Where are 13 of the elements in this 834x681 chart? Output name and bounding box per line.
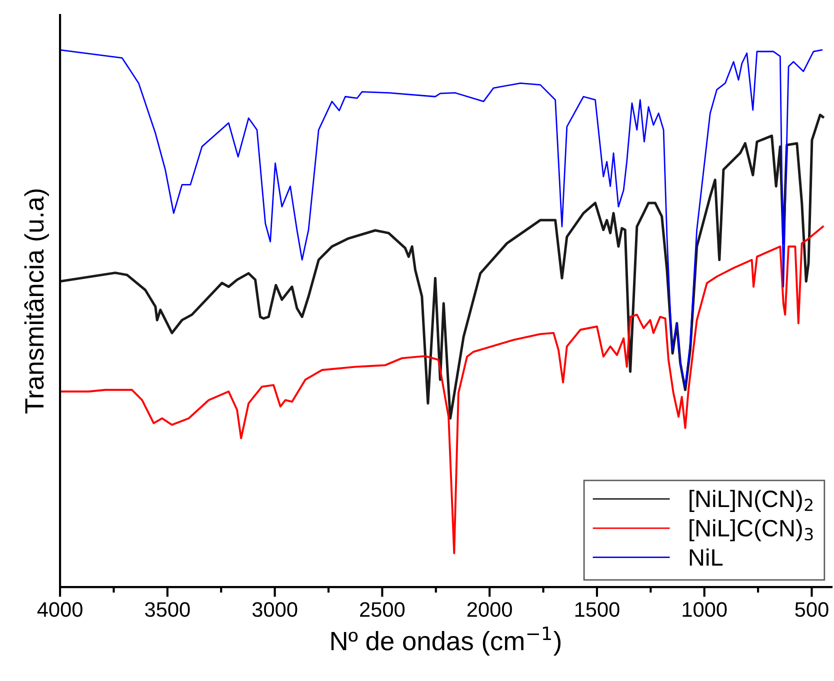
x-tick-label: 2000	[467, 602, 512, 617]
x-tick-label: 1500	[575, 602, 620, 617]
legend-label: [NiL]C(CN)$_{3}$	[690, 519, 813, 542]
legend-label: [NiL]N(CN)$_{2}$	[690, 490, 812, 512]
x-axis-title: Nº de ondas (cm$^{−1}$)	[331, 626, 561, 656]
x-tick-label: 2500	[360, 602, 405, 617]
x-tick-label: 3000	[252, 602, 298, 617]
y-axis-title: Transmitância (u.a)	[24, 189, 49, 414]
x-tick-label: 500	[795, 602, 828, 617]
x-tick-label: 4000	[37, 602, 82, 617]
x-tick-label: 1000	[682, 602, 727, 617]
x-tick-label: 3500	[145, 602, 190, 617]
legend-label: NiL	[690, 548, 723, 566]
